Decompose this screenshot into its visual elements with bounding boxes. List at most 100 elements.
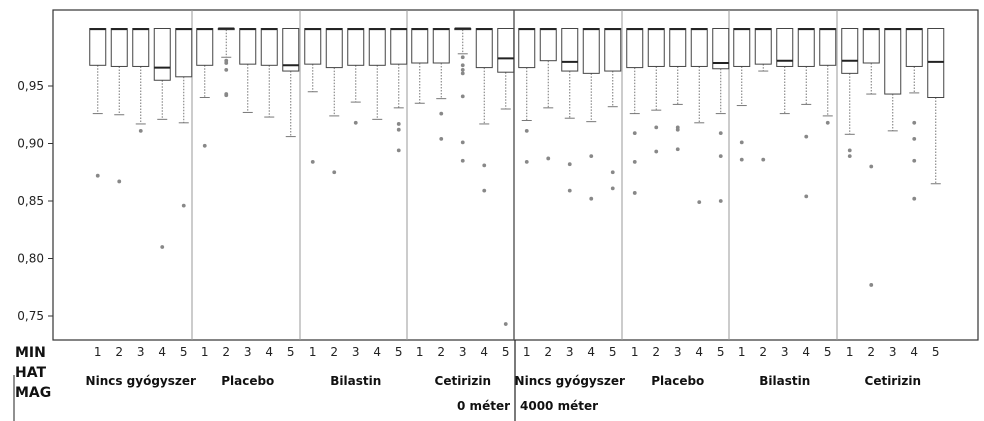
box-rect xyxy=(132,28,150,67)
box-item xyxy=(454,27,472,163)
group-label: Nincs gyógyszer xyxy=(86,374,196,388)
box-item xyxy=(497,28,515,326)
outlier-point xyxy=(503,322,508,326)
category-tick-label: 2 xyxy=(330,345,338,359)
box-rect xyxy=(690,28,708,67)
box-rect xyxy=(89,28,107,66)
outlier-point xyxy=(396,148,401,153)
box-rect xyxy=(797,28,815,67)
box-item xyxy=(905,28,923,201)
box-item xyxy=(282,28,300,138)
outlier-point xyxy=(117,179,122,184)
category-tick-label: 2 xyxy=(115,345,123,359)
box-item xyxy=(153,28,171,249)
box-rect xyxy=(776,28,794,67)
category-tick-label: 1 xyxy=(523,345,531,359)
category-tick-label: 1 xyxy=(416,345,424,359)
box-rect xyxy=(196,28,214,66)
box-item xyxy=(368,28,386,120)
outlier-point xyxy=(718,154,723,159)
category-tick-label: 2 xyxy=(437,345,445,359)
box-item xyxy=(754,28,772,162)
category-tick-label: 5 xyxy=(932,345,940,359)
category-tick-label: 3 xyxy=(889,345,897,359)
box-rect xyxy=(862,28,880,64)
group-label: Cetirizin xyxy=(435,374,491,388)
row-label: MAG xyxy=(15,385,51,401)
box-item xyxy=(390,28,408,153)
box-item xyxy=(862,28,880,287)
row-label: MIN xyxy=(15,345,46,361)
category-tick-label: 1 xyxy=(309,345,317,359)
outlier-point xyxy=(632,160,637,164)
box-item xyxy=(260,28,278,118)
outlier-point xyxy=(353,120,358,125)
altitude-label: 0 méter xyxy=(457,399,510,413)
box-rect xyxy=(432,28,450,64)
box-rect xyxy=(347,28,365,66)
box-item xyxy=(132,28,150,133)
outlier-point xyxy=(589,154,594,159)
outlier-point xyxy=(460,55,465,60)
box-rect xyxy=(368,28,386,66)
outlier-point xyxy=(524,160,529,164)
category-tick-label: 3 xyxy=(674,345,682,359)
category-tick-label: 2 xyxy=(759,345,767,359)
outlier-point xyxy=(761,157,766,162)
box-rect xyxy=(819,28,837,66)
y-tick-label: 0,95 xyxy=(17,79,44,93)
box-item xyxy=(304,28,322,164)
category-tick-label: 1 xyxy=(631,345,639,359)
box-item xyxy=(647,28,665,154)
outlier-point xyxy=(332,170,337,175)
outlier-point xyxy=(654,149,659,154)
category-tick-label: 4 xyxy=(802,345,810,359)
category-tick-label: 1 xyxy=(738,345,746,359)
category-tick-label: 4 xyxy=(480,345,488,359)
category-tick-label: 5 xyxy=(717,345,725,359)
outlier-point xyxy=(181,203,186,208)
outlier-point xyxy=(524,128,529,133)
outlier-point xyxy=(675,147,680,152)
box-item xyxy=(733,28,751,162)
box-item xyxy=(604,28,622,191)
outlier-point xyxy=(869,283,874,287)
box-rect xyxy=(754,28,772,65)
outlier-point xyxy=(460,68,465,72)
box-item xyxy=(239,28,257,113)
outlier-point xyxy=(482,163,487,168)
box-rect xyxy=(841,28,859,74)
outlier-point xyxy=(460,63,465,68)
box-rect xyxy=(497,28,515,73)
group-label: Placebo xyxy=(651,374,704,388)
box-rect xyxy=(110,28,128,67)
box-item xyxy=(841,28,859,159)
outlier-point xyxy=(460,140,465,145)
box-rect xyxy=(282,28,300,72)
outlier-point xyxy=(460,71,465,76)
category-tick-label: 4 xyxy=(373,345,381,359)
box-item xyxy=(196,28,214,148)
category-tick-label: 4 xyxy=(158,345,166,359)
category-tick-label: 5 xyxy=(180,345,188,359)
row-labels: MIN HAT MAG xyxy=(15,345,51,401)
box-item xyxy=(819,28,837,125)
category-tick-label: 3 xyxy=(459,345,467,359)
box-item xyxy=(690,28,708,205)
box-rect xyxy=(669,28,687,67)
altitude-label: 4000 méter xyxy=(520,399,598,413)
category-tick-label: 2 xyxy=(652,345,660,359)
outlier-point xyxy=(460,158,465,163)
box-item xyxy=(797,28,815,199)
box-item xyxy=(884,28,902,132)
box-item xyxy=(347,28,365,125)
outlier-point xyxy=(310,160,315,164)
outlier-point xyxy=(138,128,143,133)
y-tick-label: 0,80 xyxy=(17,252,44,266)
outlier-point xyxy=(567,188,572,193)
box-rect xyxy=(260,28,278,66)
category-tick-label: 5 xyxy=(824,345,832,359)
outlier-point xyxy=(439,137,444,141)
outlier-point xyxy=(804,194,809,199)
